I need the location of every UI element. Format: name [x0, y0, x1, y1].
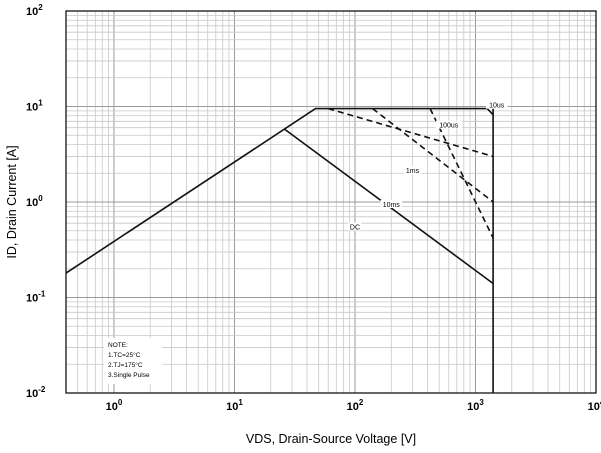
soa-curve-1ms	[372, 107, 494, 203]
y-tick-label: 10-1	[26, 290, 46, 305]
note-line: 2.TJ=175°C	[108, 361, 143, 369]
soa-curve-10us	[65, 107, 494, 274]
curve-label-10ms: 10ms	[383, 202, 401, 209]
curve-label-bg	[348, 222, 362, 231]
x-tick-label: 102	[347, 398, 364, 413]
x-tick-label: 103	[467, 398, 484, 413]
curve-label-bg	[435, 120, 462, 129]
x-axis-title: VDS, Drain-Source Voltage [V]	[246, 432, 416, 446]
curve-label-1ms: 1ms	[406, 168, 420, 175]
curve-label-100us: 100us	[439, 123, 459, 130]
curve-label-10us: 10us	[489, 103, 505, 110]
x-tick-label: 100	[106, 398, 123, 413]
curve-label-bg	[403, 166, 422, 175]
note-box-bg	[104, 338, 162, 384]
y-tick-label: 102	[26, 3, 43, 18]
note-line: NOTE:	[108, 342, 128, 349]
soa-curve-100us	[327, 107, 494, 158]
y-tick-label: 100	[26, 194, 43, 209]
curve-label-bg	[380, 200, 403, 209]
curve-labels: 10us 100us 1ms 10ms DC	[348, 100, 508, 232]
y-axis-title: ID, Drain Current [A]	[5, 145, 19, 258]
note-line: 3.Single Pulse	[108, 372, 150, 379]
y-tick-label: 101	[26, 99, 43, 114]
note-line: 1.TC=25°C	[108, 351, 141, 359]
x-tick-label: 104	[588, 398, 601, 413]
grid	[65, 10, 597, 394]
curve-label-bg	[485, 100, 508, 109]
curves	[65, 107, 494, 393]
plot-frame	[65, 10, 597, 394]
note-box: NOTE: 1.TC=25°C 2.TJ=175°C 3.Single Pulse	[104, 338, 162, 384]
soa-curve-10ms	[429, 108, 494, 239]
tick-labels: 100 101 102 103 104 10-2 10-1 100 101 102	[26, 3, 601, 413]
curve-label-dc: DC	[350, 225, 360, 232]
y-tick-label: 10-2	[26, 385, 46, 400]
x-tick-label: 101	[226, 398, 243, 413]
